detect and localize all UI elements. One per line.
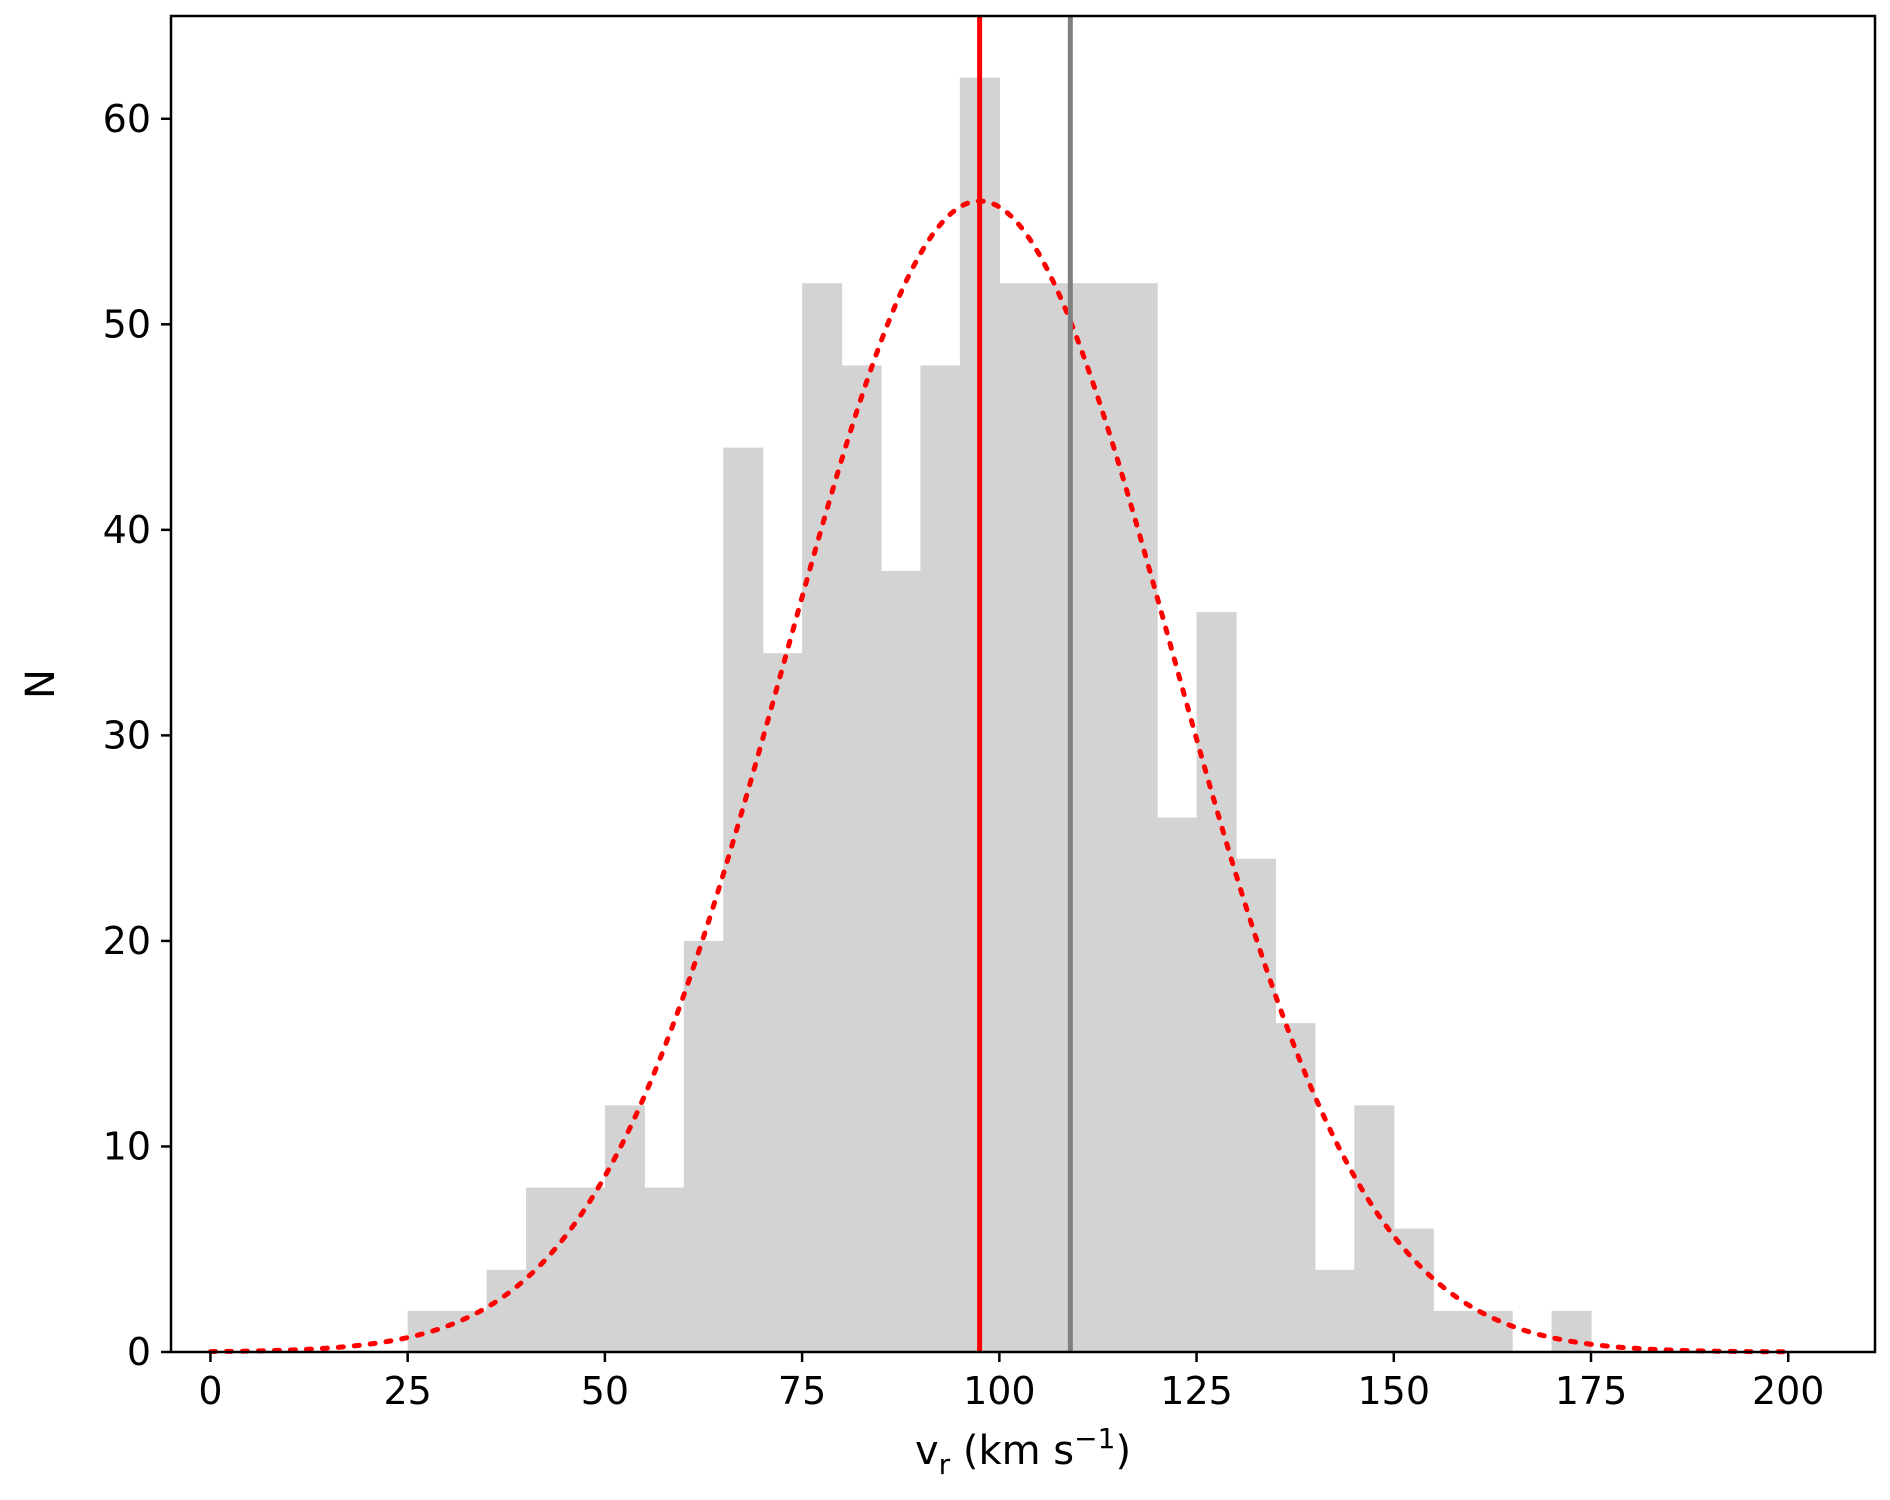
x-tick-label-7: 175 xyxy=(1555,1369,1628,1413)
x-tick-label-4: 100 xyxy=(963,1369,1036,1413)
y-tick-label-1: 10 xyxy=(103,1124,151,1168)
y-tick-label-0: 0 xyxy=(127,1330,151,1374)
plot-frame xyxy=(169,14,1877,1354)
x-axis-label-superscript: −1 xyxy=(1074,1422,1115,1455)
gaussian-fit-curve xyxy=(207,198,1791,1355)
x-axis-ticks: 0 25 50 75 100 125 150 175 200 xyxy=(198,1352,1824,1413)
histogram-bar-22 xyxy=(1275,1023,1316,1352)
histogram-bar-20 xyxy=(1196,612,1237,1352)
x-tick-label-0: 0 xyxy=(198,1369,222,1413)
x-axis-label-units: (km s xyxy=(950,1428,1074,1474)
histogram-bar-7 xyxy=(683,940,724,1352)
histogram-bar-19 xyxy=(1157,817,1198,1352)
x-axis-label-main: v xyxy=(915,1428,939,1474)
y-tick-label-3: 30 xyxy=(103,713,151,757)
histogram-bar-9 xyxy=(762,653,803,1352)
x-tick-label-8: 200 xyxy=(1752,1369,1825,1413)
histogram-bar-12 xyxy=(881,570,922,1352)
x-tick-label-2: 50 xyxy=(581,1369,629,1413)
y-axis-label: N xyxy=(18,669,64,699)
x-tick-label-3: 75 xyxy=(778,1369,826,1413)
x-axis-label: vr (km s−1) xyxy=(915,1422,1131,1481)
histogram-bar-26 xyxy=(1433,1310,1474,1352)
y-tick-label-6: 60 xyxy=(103,97,151,141)
histogram-bar-10 xyxy=(802,283,843,1353)
y-axis-ticks: 0 10 20 30 40 50 60 xyxy=(103,97,171,1374)
reference-lines xyxy=(977,16,1073,1352)
histogram-bar-3 xyxy=(526,1187,567,1352)
y-tick-label-5: 50 xyxy=(103,302,151,346)
histogram-bar-25 xyxy=(1393,1228,1434,1352)
histogram-bar-23 xyxy=(1314,1269,1355,1352)
histogram-bar-11 xyxy=(841,365,882,1352)
histogram-bar-4 xyxy=(565,1187,606,1352)
y-tick-label-2: 20 xyxy=(103,919,151,963)
x-tick-label-5: 125 xyxy=(1160,1369,1233,1413)
histogram-bar-21 xyxy=(1236,858,1277,1352)
x-axis-label-end: ) xyxy=(1115,1428,1131,1474)
histogram-bars xyxy=(407,77,1592,1353)
histogram-bar-5 xyxy=(604,1105,645,1352)
x-tick-label-6: 150 xyxy=(1358,1369,1431,1413)
x-axis-label-subscript: r xyxy=(939,1448,951,1481)
histogram-bar-0 xyxy=(407,1310,448,1352)
x-tick-label-1: 25 xyxy=(383,1369,431,1413)
histogram-bar-15 xyxy=(999,283,1040,1353)
histogram-bar-13 xyxy=(920,365,961,1352)
histogram-bar-8 xyxy=(723,447,764,1353)
histogram-bar-17 xyxy=(1078,283,1119,1353)
histogram-bar-6 xyxy=(644,1187,685,1352)
histogram-bar-18 xyxy=(1117,283,1158,1353)
y-tick-label-4: 40 xyxy=(103,508,151,552)
